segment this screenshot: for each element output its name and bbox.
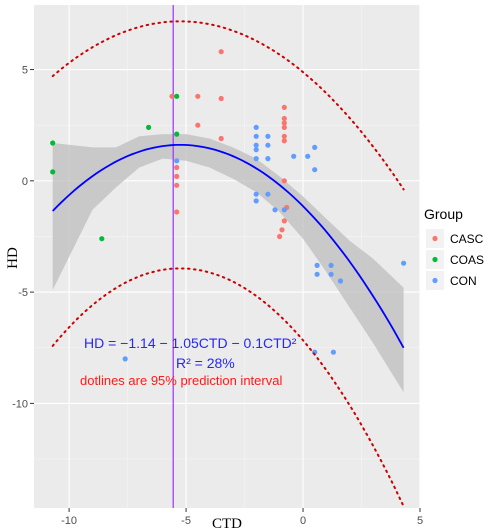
- point-coas: [50, 169, 56, 175]
- point-casc: [281, 120, 287, 126]
- point-casc: [218, 95, 224, 102]
- point-con: [265, 156, 271, 162]
- legend-item-con: CON: [426, 271, 477, 290]
- point-casc: [195, 122, 201, 128]
- point-con: [272, 207, 278, 213]
- x-tick-label: -5: [181, 515, 191, 527]
- x-tick-label: 0: [300, 515, 306, 527]
- point-casc: [279, 227, 285, 233]
- grid: [34, 5, 421, 508]
- note-annotation: dotlines are 95% prediction interval: [80, 373, 282, 388]
- point-con: [305, 153, 311, 159]
- y-axis-title: HD: [5, 247, 21, 269]
- point-coas: [99, 236, 105, 242]
- point-casc: [277, 233, 283, 240]
- legend-title: Group: [424, 206, 463, 222]
- x-axis: -10 -5 0 5: [61, 508, 423, 527]
- legend-key-point: [432, 277, 438, 284]
- point-casc: [281, 115, 287, 122]
- point-con: [253, 124, 259, 130]
- fit-line: [52, 144, 405, 349]
- point-con: [253, 147, 259, 153]
- point-con: [253, 156, 259, 162]
- point-con: [253, 191, 259, 197]
- point-coas: [174, 131, 180, 137]
- point-coas: [146, 124, 152, 130]
- point-con: [312, 167, 318, 173]
- x-axis-title: CTD: [212, 516, 242, 532]
- point-con: [401, 260, 407, 266]
- point-con: [337, 278, 344, 284]
- point-con: [174, 158, 180, 164]
- legend-label: CASC: [450, 232, 484, 246]
- legend-label: CON: [450, 274, 477, 288]
- prediction-upper-line: [51, 20, 405, 191]
- point-con: [122, 356, 128, 362]
- point-con: [265, 133, 271, 139]
- point-casc: [281, 178, 287, 184]
- legend-keys: CASC COAS CON: [426, 229, 484, 290]
- point-casc: [281, 133, 287, 139]
- x-tick-label: 5: [417, 515, 423, 527]
- point-casc: [281, 104, 287, 110]
- point-con: [314, 262, 320, 268]
- legend-key-point: [432, 256, 438, 263]
- point-casc: [195, 93, 201, 99]
- point-con: [291, 153, 297, 159]
- point-con: [314, 271, 320, 277]
- point-con: [253, 198, 259, 204]
- point-coas: [50, 140, 56, 146]
- point-casc: [218, 135, 224, 142]
- point-coas: [174, 93, 180, 99]
- point-con: [265, 191, 271, 197]
- y-axis: 5 0 -5 -10: [12, 65, 34, 410]
- point-casc: [174, 182, 180, 188]
- legend: Group CASC COAS CON: [424, 206, 484, 290]
- point-con: [328, 262, 334, 268]
- point-casc: [174, 164, 180, 171]
- prediction-lower-line: [51, 267, 405, 508]
- point-con: [281, 207, 287, 213]
- point-con: [253, 142, 259, 148]
- legend-label: COAS: [450, 253, 484, 267]
- legend-item-casc: CASC: [426, 229, 484, 248]
- point-con: [265, 142, 271, 148]
- point-casc: [169, 93, 175, 99]
- point-con: [312, 144, 318, 150]
- point-casc: [281, 218, 287, 224]
- point-casc: [174, 173, 180, 179]
- point-casc: [218, 49, 224, 55]
- point-con: [330, 349, 336, 355]
- equation-annotation: HD = −1.14 − 1.05CTD − 0.1CTD²: [84, 335, 297, 351]
- confidence-band: [52, 134, 404, 393]
- point-casc: [281, 138, 287, 144]
- y-tick-label: -5: [18, 287, 28, 299]
- legend-item-coas: COAS: [426, 250, 484, 269]
- point-casc: [174, 209, 180, 215]
- point-con: [253, 133, 259, 139]
- r2-annotation: R² = 28%: [176, 355, 235, 371]
- legend-key-point: [432, 235, 438, 242]
- y-tick-label: -10: [12, 398, 28, 410]
- point-casc: [281, 124, 287, 130]
- point-con: [328, 271, 334, 277]
- y-tick-label: 0: [22, 176, 28, 188]
- y-tick-label: 5: [22, 65, 28, 77]
- x-tick-label: -10: [61, 515, 77, 527]
- data-points: [50, 49, 407, 362]
